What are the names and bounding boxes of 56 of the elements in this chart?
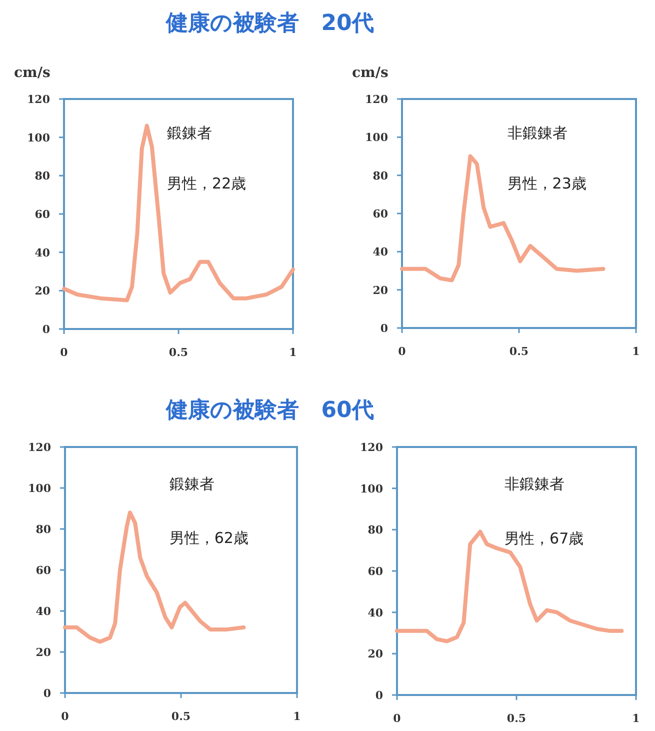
y-tick-label: 80: [34, 170, 50, 183]
y-tick-label: 60: [372, 208, 388, 220]
x-tick-label: 0.5: [168, 346, 188, 359]
y-tick-label: 120: [28, 441, 52, 454]
y-tick-label: 100: [360, 482, 384, 496]
y-tick-label: 0: [42, 323, 50, 336]
y-tick-label: 60: [34, 208, 50, 221]
y-axis-title: cm/s: [352, 65, 388, 81]
x-tick-label: 1: [293, 710, 301, 723]
y-axis-title: cm/s: [14, 65, 50, 81]
y-tick-label: 40: [34, 246, 50, 260]
y-tick-label: 80: [368, 524, 384, 537]
line-series: [63, 510, 246, 644]
x-tick-label: 1: [632, 712, 640, 725]
y-tick-label: 20: [36, 646, 52, 659]
annotation: 男性，67歳: [504, 530, 584, 548]
y-tick-label: 40: [368, 606, 384, 620]
y-tick-label: 40: [372, 246, 388, 259]
y-tick-label: 20: [372, 284, 388, 297]
y-tick-label: 0: [43, 687, 52, 700]
annotation: 男性，23歳: [507, 174, 586, 192]
y-tick-label: 20: [34, 284, 50, 298]
annotation: 男性，22歳: [167, 174, 246, 193]
y-tick-label: 0: [375, 689, 384, 702]
y-tick-label: 100: [365, 131, 388, 144]
y-tick-label: 80: [36, 523, 52, 536]
chart-title: 健康の被験者 20代: [165, 10, 374, 36]
y-tick-label: 100: [28, 482, 52, 495]
annotation: 鍛錬者: [167, 124, 212, 142]
y-tick-label: 100: [27, 131, 50, 144]
y-tick-label: 20: [368, 648, 384, 661]
line-series: [400, 154, 606, 282]
y-tick-label: 80: [372, 169, 388, 182]
y-tick-label: 120: [365, 93, 388, 106]
x-tick-label: 0.5: [171, 710, 191, 723]
x-tick-label: 0: [393, 712, 402, 725]
annotation: 非鍛錬者: [504, 475, 565, 494]
line-series: [62, 124, 295, 302]
chart-title: 健康の被験者 60代: [165, 397, 374, 423]
x-tick-label: 1: [632, 345, 640, 358]
x-tick-label: 0: [60, 346, 68, 359]
x-tick-label: 0.5: [509, 345, 529, 358]
y-tick-label: 120: [360, 441, 384, 454]
x-tick-label: 1: [289, 346, 297, 359]
annotation: 非鍛錬者: [507, 124, 568, 142]
x-tick-label: 0: [61, 710, 70, 723]
y-tick-label: 0: [380, 322, 388, 335]
x-tick-label: 0.5: [506, 712, 526, 725]
y-tick-label: 120: [27, 93, 50, 106]
annotation: 男性，62歳: [169, 528, 248, 547]
y-tick-label: 60: [36, 564, 52, 577]
y-tick-label: 40: [36, 605, 52, 618]
line-series: [395, 530, 624, 644]
annotation: 鍛錬者: [169, 474, 214, 493]
x-tick-label: 0: [398, 345, 406, 358]
y-tick-label: 60: [368, 565, 384, 578]
